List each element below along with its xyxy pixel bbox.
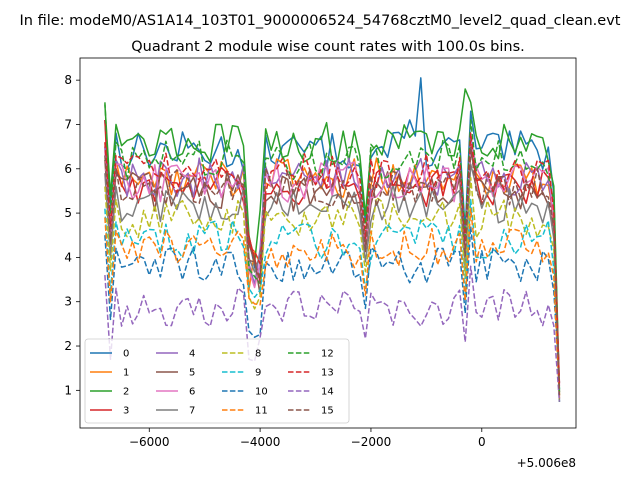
legend-label-1: 1 [123,368,129,379]
plot-area [79,57,577,429]
series-line-0 [104,77,561,402]
series-line-5 [104,150,561,393]
y-tick-label: 1 [64,383,72,397]
figure-suptitle: In file: modeM0/AS1A14_103T01_9000006524… [20,13,621,29]
series-line-8 [104,176,561,396]
series-line-11 [104,207,561,399]
legend-box [84,338,350,424]
y-tick-label: 5 [64,206,72,220]
series-line-2 [104,88,561,390]
x-tick-label: 0 [478,435,486,449]
legend-label-6: 6 [189,387,195,398]
series-line-14 [104,265,561,402]
x-axis-offset-label: +5.006e8 [517,456,576,470]
y-tick-label: 6 [64,162,72,176]
x-tick-label: −4000 [240,435,281,449]
legend-label-3: 3 [123,406,129,417]
x-tick-label: −6000 [129,435,170,449]
legend-label-2: 2 [123,387,129,398]
legend-label-12: 12 [321,349,334,360]
y-tick-label: 8 [64,73,72,87]
series-line-13 [104,132,561,386]
series-lines [104,77,561,402]
series-line-15 [104,145,561,396]
legend-label-7: 7 [189,406,195,417]
x-tick-label: −2000 [351,435,392,449]
legend-label-9: 9 [255,368,261,379]
legend-label-0: 0 [123,349,129,360]
series-line-7 [104,163,561,402]
y-tick-label: 7 [64,117,72,131]
series-line-12 [104,102,561,393]
series-line-9 [104,199,561,390]
chart-title: Quadrant 2 module wise count rates with … [131,39,525,55]
y-tick-label: 3 [64,295,72,309]
legend-label-10: 10 [255,387,268,398]
legend-label-14: 14 [321,387,334,398]
legend-label-5: 5 [189,368,195,379]
y-tick-label: 2 [64,339,72,353]
legend-label-11: 11 [255,406,268,417]
y-axis-ticks: 1 2 3 4 5 6 7 8 [64,73,80,397]
legend-label-8: 8 [255,349,261,360]
legend-label-15: 15 [321,406,334,417]
axes-frame [79,57,577,429]
legend-label-4: 4 [189,349,195,360]
y-tick-label: 4 [64,250,72,264]
series-line-10 [104,225,561,383]
x-axis-ticks: −6000 −4000 −2000 0 [129,428,486,449]
legend-label-13: 13 [321,368,334,379]
